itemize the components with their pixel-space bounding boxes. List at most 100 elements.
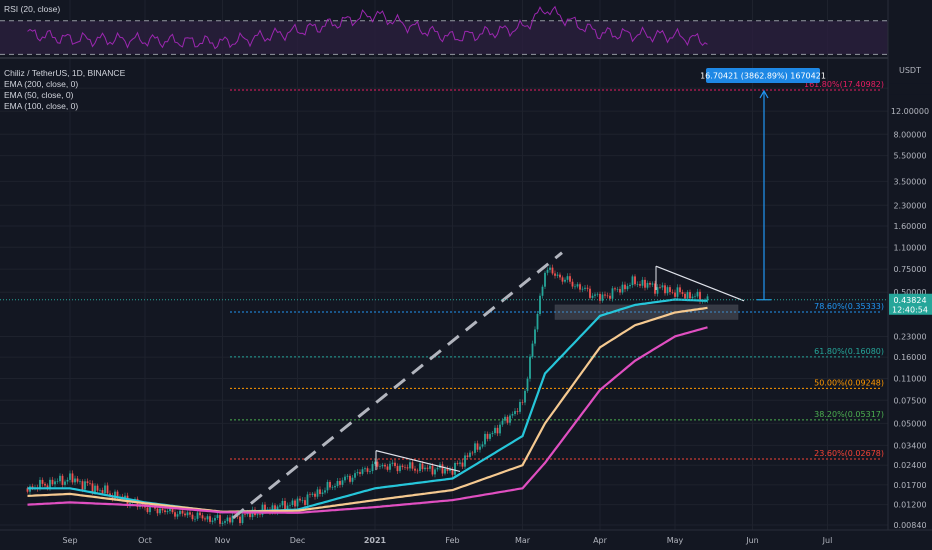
candle-body [579,284,581,290]
candle-body [521,401,524,403]
candle-body [461,462,464,467]
candle-body [609,295,611,299]
candle-body [51,479,54,485]
candle-body [619,289,621,293]
candle-body [49,479,51,488]
candle-body [39,479,41,489]
candle-body [174,512,176,517]
candle-body [179,510,181,515]
candles [26,264,709,527]
candle-body [386,466,389,470]
candle-body [541,286,544,296]
candle-body [196,512,199,519]
time-axis-bg [0,530,932,550]
candle-body [199,512,201,516]
candle-body [664,285,666,294]
candle-body [379,466,381,467]
time-axis-label: Sep [62,536,77,545]
candle-body [216,515,219,519]
fib-label: 78.60%(0.35333) [814,302,884,311]
candle-body [476,443,479,450]
ema-line-50 [27,298,708,514]
candle-body [389,463,391,470]
candle-body [161,508,164,511]
countdown-value: 12:40:54 [892,305,928,314]
trend-arrow-dashed [232,251,563,520]
candle-body [434,469,436,475]
candle-body [219,515,221,524]
candle-body [421,463,424,470]
candle-body [501,420,504,425]
candle-body [66,479,69,482]
trendline-dec [375,450,461,473]
candle-body [169,507,171,512]
candle-body [116,491,119,499]
time-axis-label: 2021 [364,536,387,545]
candle-body [44,483,46,486]
fib-top-tag [889,83,932,95]
candle-body [661,285,664,288]
measure-tooltip [706,68,820,83]
candle-body [181,510,184,514]
candle-body [176,514,179,517]
candle-body [409,462,411,469]
candle-body [396,466,399,472]
drawings: 16.70421 (3862.89%) 1670421 [232,68,826,520]
candle-body [164,510,166,513]
candle-body [679,287,681,293]
rsi-panel: 80.0040.0028.0000 [0,5,932,61]
candle-body [404,466,406,468]
candle-body [639,284,641,286]
candle-body [274,505,276,513]
candle-body [686,292,689,299]
candle-body [221,522,224,524]
candle-body [431,465,434,475]
candle-body [524,390,526,403]
candle-body [229,517,231,523]
candle-body [291,500,294,505]
candle-body [124,495,126,499]
candle-body [456,462,459,464]
candle-body [554,273,556,276]
candle-body [584,287,586,289]
symbol-legend: Chiliz / TetherUS, 1D, BINANCE [4,68,126,78]
candle-body [499,424,501,434]
candle-body [109,493,111,496]
candle-body [651,283,654,285]
candle-body [681,292,684,294]
candle-body [334,486,336,488]
time-axis-label: May [667,536,684,545]
candle-body [201,515,204,519]
price-axis-label: 2.30000 [893,201,926,210]
candle-body [54,481,56,485]
candle-body [486,433,489,439]
candle-body [184,513,186,516]
candle-body [604,294,606,296]
candle-body [706,296,709,301]
candle-body [699,291,701,302]
candle-body [241,514,244,524]
candle-body [89,483,91,484]
candle-body [689,292,691,299]
candle-body [601,294,604,301]
candle-body [446,468,449,471]
candle-body [56,481,59,482]
candle-body [64,481,66,485]
candle-body [444,468,446,474]
candle-body [576,284,579,287]
rsi-line [27,5,708,50]
candle-body [341,480,344,485]
support-zone [554,304,739,320]
candle-body [331,487,334,488]
candle-body [391,462,394,464]
time-axis-label: Dec [290,536,305,545]
time-axis-label: Feb [445,536,459,545]
candle-body [516,411,519,412]
candle-body [306,494,309,505]
candle-body [511,414,514,416]
candle-body [326,481,329,491]
candle-body [469,452,471,457]
candle-body [144,505,146,508]
candle-body [371,464,374,472]
